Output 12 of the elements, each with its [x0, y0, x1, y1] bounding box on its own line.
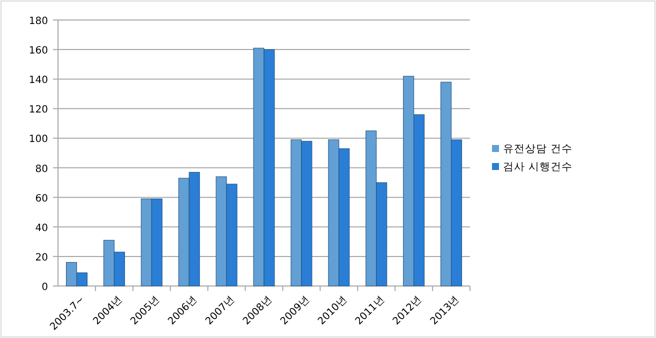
y-tick-label: 0	[42, 282, 48, 293]
y-tick-label: 160	[28, 46, 48, 57]
y-tick-label: 60	[35, 193, 48, 204]
y-tick-label: 20	[35, 252, 48, 264]
y-tick-label: 40	[35, 222, 48, 234]
legend-label: 검사 시행건수	[503, 161, 572, 173]
y-tick-label: 180	[28, 16, 48, 27]
y-tick-label: 120	[28, 104, 48, 116]
y-tick-label: 140	[28, 75, 48, 86]
y-tick-label: 80	[35, 164, 48, 175]
legend-label: 유전상담 건수	[503, 143, 572, 155]
y-tick-label: 100	[28, 134, 48, 146]
